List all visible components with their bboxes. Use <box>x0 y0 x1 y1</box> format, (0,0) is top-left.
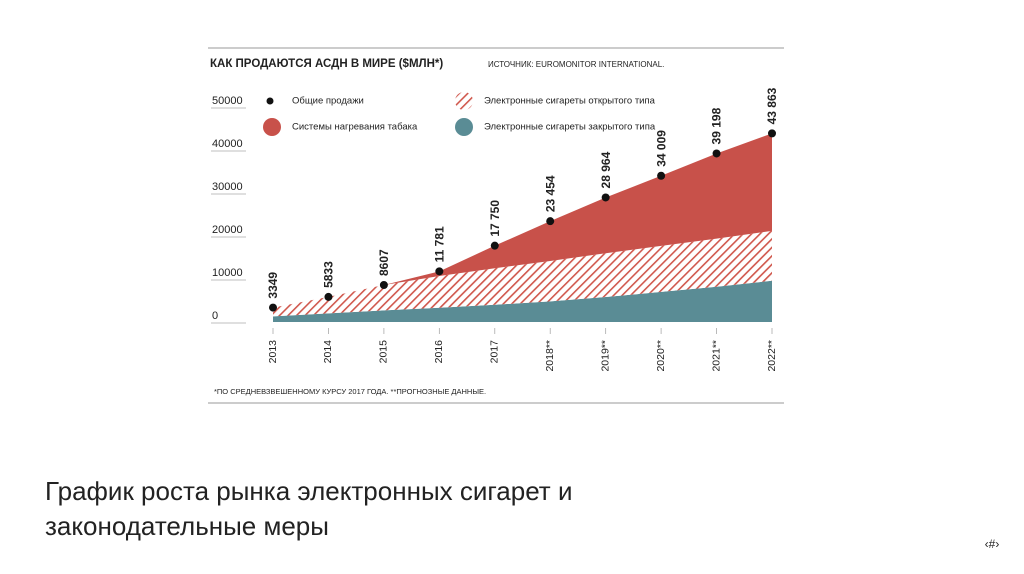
value-label: 8607 <box>377 249 391 276</box>
y-tick-label: 10000 <box>212 267 243 279</box>
value-label: 11 781 <box>433 226 447 262</box>
value-label: 5833 <box>322 261 336 288</box>
total-dot <box>657 171 666 180</box>
total-dot <box>546 217 555 226</box>
chart-source: ИСТОЧНИК: EUROMONITOR INTERNATIONAL. <box>488 60 664 69</box>
x-tick-label: 2013 <box>267 340 279 364</box>
legend-swatch <box>455 92 473 110</box>
total-dot <box>712 149 721 158</box>
legend-label: Системы нагревания табака <box>292 122 418 133</box>
chart-title: КАК ПРОДАЮТСЯ АСДН В МИРЕ ($МЛН*) <box>210 58 443 70</box>
x-tick-label: 2020** <box>655 340 667 372</box>
total-dot <box>768 129 776 138</box>
caption-line: законодательные меры <box>45 511 329 541</box>
legend-label: Электронные сигареты открытого типа <box>484 96 656 107</box>
x-tick-label: 2019** <box>599 340 611 372</box>
x-tick-label: 2014 <box>322 340 334 364</box>
area <box>273 280 772 322</box>
total-dot <box>379 280 388 289</box>
y-tick-label: 50000 <box>212 95 243 107</box>
total-dot <box>269 303 277 312</box>
value-label: 23 454 <box>543 175 557 212</box>
y-tick-label: 30000 <box>212 181 243 193</box>
total-dot <box>324 292 333 301</box>
value-label: 28 964 <box>599 151 613 188</box>
total-dot <box>435 267 444 276</box>
value-label: 39 198 <box>710 107 724 144</box>
footnote: *ПО СРЕДНЕВЗВЕШЕННОМУ КУРСУ 2017 ГОДА. *… <box>214 387 486 396</box>
area <box>273 133 772 308</box>
legend-label: Общие продажи <box>292 96 364 107</box>
legend-label: Электронные сигареты закрытого типа <box>484 122 656 133</box>
legend-swatch <box>263 118 281 136</box>
value-label: 43 863 <box>765 87 779 124</box>
value-label: 3349 <box>266 272 280 299</box>
x-tick-label: 2022** <box>766 340 778 372</box>
x-tick-label: 2018** <box>544 340 556 372</box>
y-tick-label: 0 <box>212 310 218 322</box>
value-label: 34 009 <box>654 130 668 167</box>
y-tick-label: 20000 <box>212 224 243 236</box>
x-tick-label: 2021** <box>710 340 722 372</box>
legend-swatch <box>455 118 473 136</box>
legend-dot <box>266 97 274 105</box>
y-tick-label: 40000 <box>212 138 243 150</box>
x-tick-label: 2016 <box>433 340 445 364</box>
total-dot <box>490 241 499 250</box>
x-tick-label: 2015 <box>378 340 390 364</box>
total-dot <box>601 193 610 202</box>
x-tick-label: 2017 <box>489 340 501 364</box>
value-label: 17 750 <box>488 200 502 237</box>
area <box>273 230 772 317</box>
caption-line: График роста рынка электронных сигарет и <box>45 476 572 506</box>
page-number: ‹#› <box>985 537 1000 551</box>
